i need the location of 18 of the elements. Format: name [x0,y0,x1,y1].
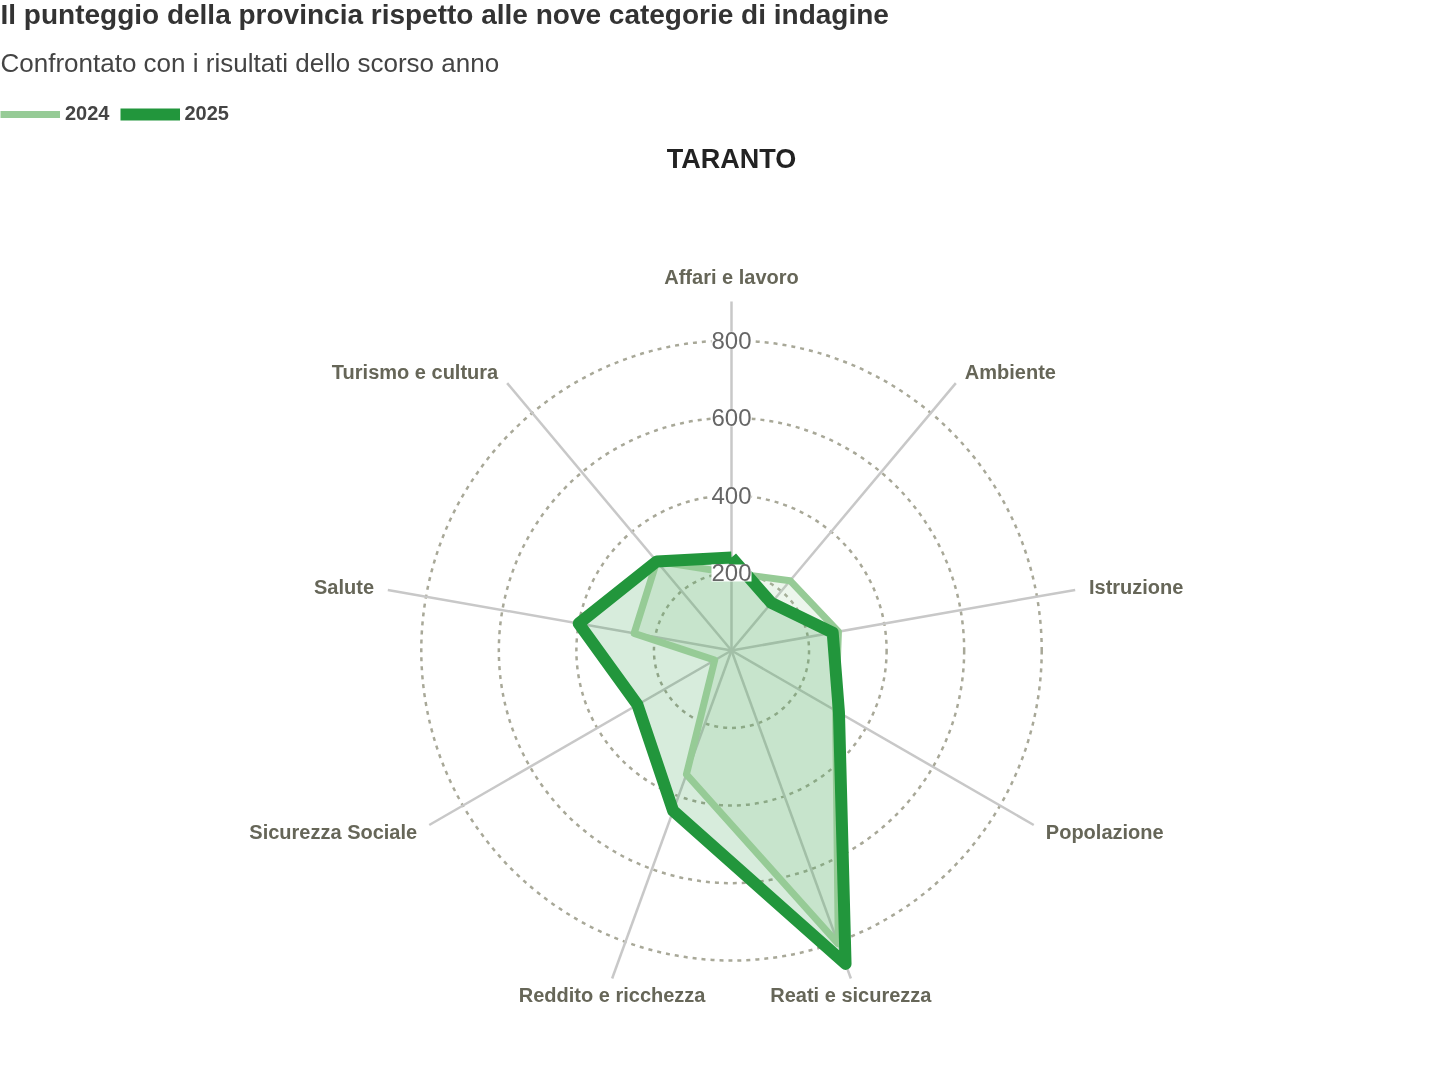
spoke-label: Reati e sicurezza [770,984,933,1007]
text: TARANTO [666,143,797,174]
spoke-label: Reddito e ricchezza [518,984,707,1007]
spoke-label: Ambiente [964,361,1056,384]
legend-label: 2025 [184,102,229,125]
y-tick-label: 800 [711,326,752,354]
chart-title: Il punteggio della provincia rispetto alle nove categorie di indagine [0,0,889,30]
spoke-label: Salute [314,576,375,599]
spoke-label: Turismo e cultura [331,361,500,384]
spoke-label: Affari e lavoro [664,265,799,288]
y-tick-label: 400 [711,481,752,509]
y-tick-label: 200 [711,559,752,587]
spoke-label: Sicurezza Sociale [249,820,418,843]
spoke-label: Istruzione [1088,576,1184,599]
spoke-label: Popolazione [1045,820,1164,843]
chart-subtitle: Confrontato con i risultati dello scorso anno [0,47,500,78]
y-tick-label: 600 [711,404,752,432]
legend-label: 2024 [65,102,110,125]
